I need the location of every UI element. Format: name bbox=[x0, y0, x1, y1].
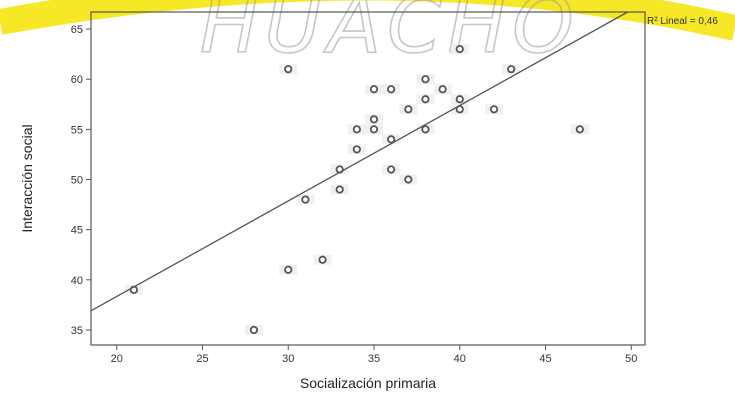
y-tick-label: 35 bbox=[71, 325, 83, 337]
y-tick-label: 55 bbox=[71, 124, 83, 136]
watermark-arc bbox=[0, 0, 735, 41]
x-tick-label: 45 bbox=[539, 353, 551, 365]
data-point bbox=[352, 125, 361, 134]
data-point bbox=[369, 115, 379, 124]
data-point bbox=[284, 65, 293, 74]
data-point bbox=[249, 325, 259, 335]
data-point bbox=[455, 95, 464, 104]
x-tick-label: 40 bbox=[454, 353, 466, 365]
data-point bbox=[575, 125, 584, 134]
x-tick-label: 30 bbox=[282, 353, 294, 365]
y-tick-label: 65 bbox=[71, 24, 83, 36]
data-point bbox=[387, 135, 396, 144]
y-axis: 35 40 45 50 55 60 65 bbox=[71, 24, 91, 337]
plot-frame bbox=[90, 11, 646, 346]
y-axis-title: Interacción social bbox=[19, 124, 35, 232]
data-point bbox=[352, 145, 361, 154]
fit-line bbox=[90, 11, 628, 312]
y-tick-label: 60 bbox=[71, 74, 83, 86]
watermark-text: HUACHO bbox=[200, 0, 580, 71]
data-point bbox=[284, 265, 293, 274]
data-point bbox=[404, 175, 413, 184]
y-tick-label: 40 bbox=[71, 275, 83, 287]
data-point bbox=[318, 255, 327, 264]
data-point bbox=[387, 165, 396, 174]
y-tick-label: 45 bbox=[71, 225, 83, 237]
data-point bbox=[507, 65, 516, 74]
data-point bbox=[421, 125, 430, 134]
points-layer bbox=[124, 44, 589, 335]
x-tick-label: 25 bbox=[196, 353, 208, 365]
data-point bbox=[387, 85, 396, 94]
x-axis-title: Socialización primaria bbox=[300, 375, 436, 391]
data-point bbox=[369, 85, 379, 94]
data-point bbox=[369, 125, 379, 134]
r2-label: R² Lineal = 0,46 bbox=[647, 16, 718, 27]
data-point bbox=[421, 75, 430, 84]
data-point bbox=[335, 185, 344, 194]
data-point bbox=[455, 45, 464, 54]
data-point bbox=[438, 85, 447, 94]
data-point bbox=[301, 195, 310, 204]
data-point bbox=[489, 105, 499, 114]
y-tick-label: 50 bbox=[71, 175, 83, 187]
x-tick-label: 20 bbox=[111, 353, 123, 365]
x-tick-label: 35 bbox=[368, 353, 380, 365]
data-point bbox=[421, 95, 430, 104]
x-axis: 20 25 30 35 40 45 50 bbox=[111, 345, 637, 365]
data-point bbox=[404, 105, 413, 114]
x-tick-label: 50 bbox=[625, 353, 637, 365]
